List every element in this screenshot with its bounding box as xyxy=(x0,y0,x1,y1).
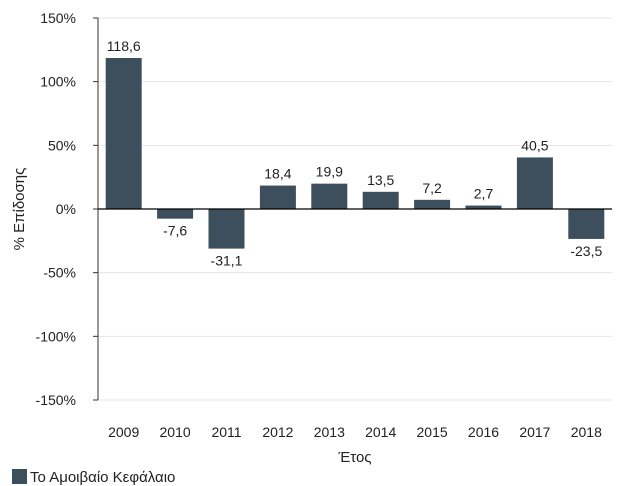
bar-2017 xyxy=(516,157,553,209)
bar-2012 xyxy=(259,185,296,209)
legend: Το Αμοιβαίο Κεφάλαιο xyxy=(12,469,175,486)
data-labels: 118,6 -7,6 -31,1 18,4 19,9 13,5 7,2 2,7 40,5 -23,… xyxy=(107,38,603,269)
x-tick-label: 2010 xyxy=(160,424,191,440)
y-tick-label: 0% xyxy=(56,201,76,217)
data-label-2012: 18,4 xyxy=(264,166,291,182)
y-tick-label: -150% xyxy=(36,392,76,408)
x-tick-label: 2017 xyxy=(519,424,550,440)
y-tick-label: 50% xyxy=(48,137,76,153)
bar-2014 xyxy=(362,191,399,209)
y-tick-label: -50% xyxy=(43,265,76,281)
legend-label: Το Αμοιβαίο Κεφάλαιο xyxy=(30,469,175,486)
data-label-2014: 13,5 xyxy=(367,172,394,188)
data-label-2017: 40,5 xyxy=(521,137,548,153)
y-tick-label: 100% xyxy=(40,74,76,90)
data-label-2013: 19,9 xyxy=(316,164,343,180)
bar-2011 xyxy=(208,209,245,249)
y-axis-title: % Επίδοσης xyxy=(11,168,28,251)
x-axis-title: Έτος xyxy=(337,449,371,466)
x-tick-label: 2014 xyxy=(365,424,396,440)
data-label-2010: -7,6 xyxy=(163,223,187,239)
x-tick-label: 2012 xyxy=(262,424,293,440)
x-tick-label: 2015 xyxy=(417,424,448,440)
x-tick-label: 2011 xyxy=(211,424,241,440)
bar-2010 xyxy=(157,209,194,219)
x-tick-label: 2013 xyxy=(314,424,345,440)
bar-2009 xyxy=(105,57,142,209)
y-tick-label: -100% xyxy=(36,328,76,344)
bar-2016 xyxy=(465,205,502,209)
y-tick-label: 150% xyxy=(40,10,76,26)
x-tick-label: 2016 xyxy=(468,424,499,440)
x-tick-label: 2018 xyxy=(571,424,602,440)
gridlines xyxy=(93,17,612,401)
data-label-2016: 2,7 xyxy=(474,186,494,202)
bars xyxy=(105,57,605,249)
x-tick-labels: 2009 2010 2011 2012 2013 2014 2015 2016 2017 2018 xyxy=(108,424,602,440)
data-label-2011: -31,1 xyxy=(211,253,243,269)
bar-2013 xyxy=(311,183,348,209)
y-tick-labels: 150% 100% 50% 0% -50% -100% -150% xyxy=(36,10,76,408)
data-label-2015: 7,2 xyxy=(422,180,442,196)
legend-swatch xyxy=(12,469,27,484)
data-label-2018: -23,5 xyxy=(570,243,602,259)
bar-2015 xyxy=(414,199,451,209)
x-tick-label: 2009 xyxy=(108,424,139,440)
bar-2018 xyxy=(568,209,605,239)
data-label-2009: 118,6 xyxy=(107,38,141,54)
